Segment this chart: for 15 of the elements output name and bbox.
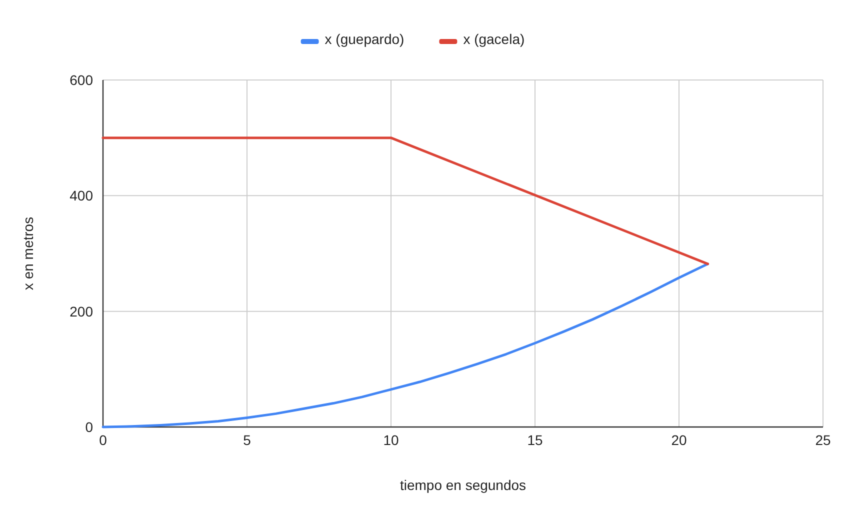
line-series (102, 262, 710, 428)
x-tick-label: 10 (383, 432, 399, 448)
x-tick-label: 5 (243, 432, 252, 448)
y-tick-label: 0 (85, 419, 94, 435)
legend-label: x (guepardo) (324, 31, 404, 47)
x-tick-label: 15 (527, 432, 543, 448)
y-tick-label: 400 (70, 188, 94, 204)
legend-label: x (gacela) (463, 31, 525, 47)
y-tick-label: 200 (70, 303, 94, 320)
x-tick-label: 25 (815, 432, 831, 448)
x-tick-label: 20 (671, 432, 687, 448)
x-axis-title: tiempo en segundos (400, 477, 526, 493)
y-tick-label: 600 (70, 72, 94, 88)
y-axis-title: x en metros (20, 216, 36, 290)
x-tick-label: 0 (99, 432, 108, 448)
